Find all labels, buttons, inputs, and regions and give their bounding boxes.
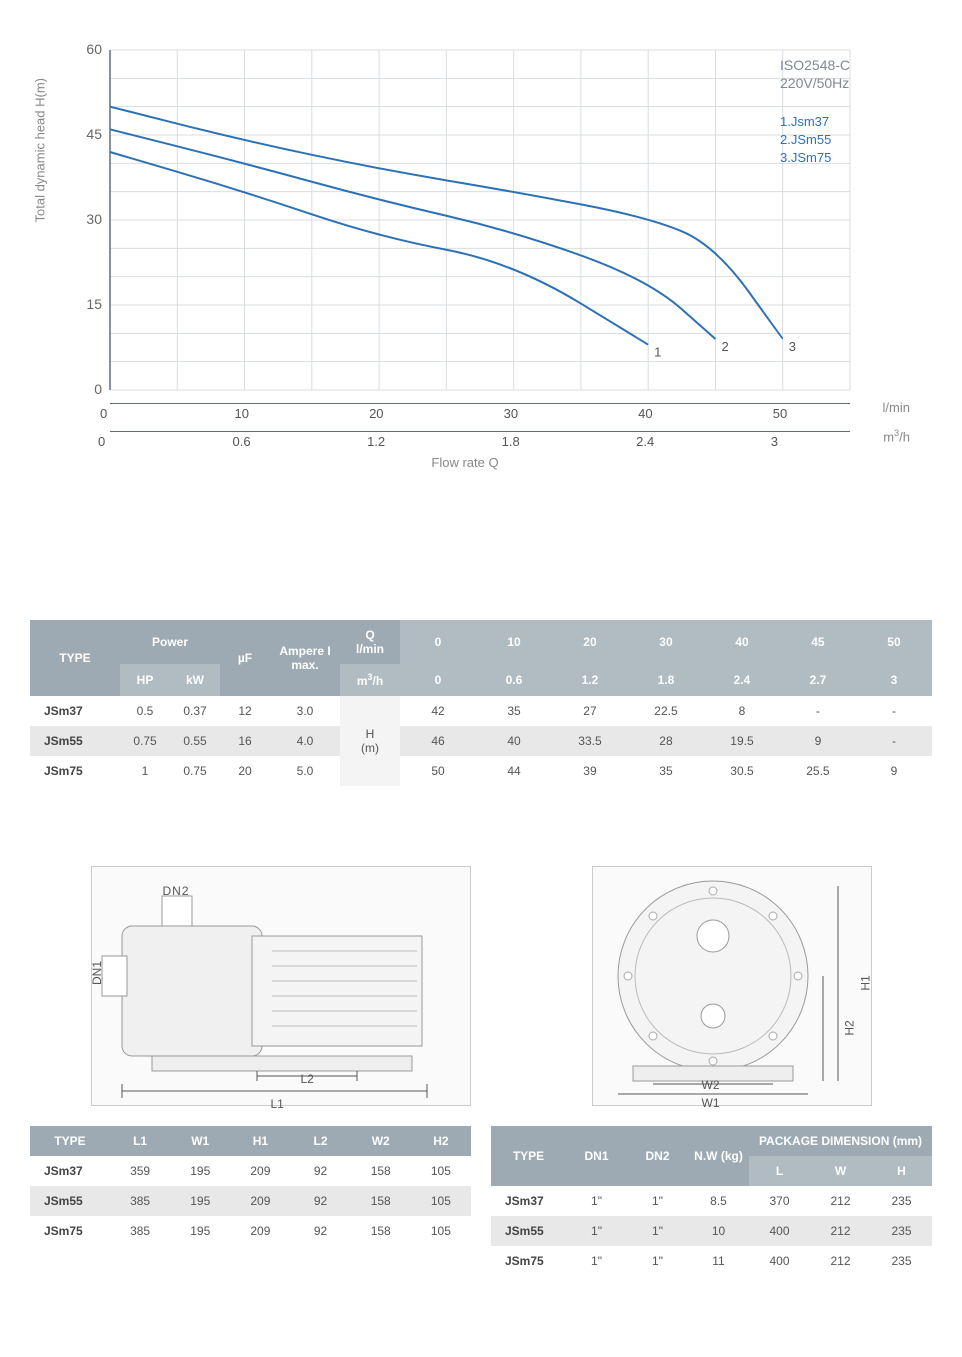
th-uf: µF — [220, 620, 270, 696]
table-row: JSm551"1"10 400212235 — [491, 1216, 932, 1246]
svg-text:ISO2548-C: ISO2548-C — [780, 57, 850, 73]
th-power: Power — [120, 620, 220, 664]
svg-text:15: 15 — [86, 296, 102, 312]
table-row: JSm371"1"8.5 370212235 — [491, 1186, 932, 1216]
th-type: TYPE — [30, 620, 120, 696]
side-view-diagram — [91, 866, 471, 1106]
svg-text:2.JSm55: 2.JSm55 — [780, 132, 831, 147]
svg-text:0: 0 — [94, 381, 102, 397]
svg-text:3.JSm75: 3.JSm75 — [780, 150, 831, 165]
table-row: JSm37359195209 92158105 — [30, 1156, 471, 1186]
chart-xlabel: Flow rate Q — [80, 455, 850, 470]
dimension-table: TYPE L1 W1 H1 L2 W2 H2 JSm37359195209 92… — [30, 1126, 471, 1246]
svg-text:1.Jsm37: 1.Jsm37 — [780, 114, 829, 129]
table-row: JSm370.50.37 123.0H(m)42352722.58-- — [30, 696, 932, 726]
th-q1: Ql/min — [340, 620, 400, 664]
front-view-diagram — [592, 866, 872, 1106]
xunit1: l/min — [883, 400, 910, 415]
svg-text:30: 30 — [86, 211, 102, 227]
svg-text:45: 45 — [86, 126, 102, 142]
th-amp: Ampere I max. — [270, 620, 340, 696]
chart-canvas: 0 15 30 45 60 1 2 3 ISO2548-C 220V/50Hz 1.Jsm37 2.J… — [80, 40, 910, 400]
svg-text:2: 2 — [721, 339, 728, 354]
svg-text:60: 60 — [86, 41, 102, 57]
dimension-diagrams: DN2 DN1 L1 L2 W1 W — [30, 866, 932, 1106]
performance-table: TYPE Power µF Ampere I max. Ql/min 0 10 … — [30, 620, 932, 786]
table-row: JSm751"1"11 400212235 — [491, 1246, 932, 1276]
table-row: JSm7510.75 205.05044393530.525.59 — [30, 756, 932, 786]
performance-chart: Total dynamic head H(m) 015304560123ISO2… — [80, 40, 932, 470]
xunit2: m3/h — [883, 428, 910, 444]
table-row: JSm550.750.55 164.0464033.52819.59- — [30, 726, 932, 756]
table-row: JSm55385195209 92158105 — [30, 1186, 471, 1216]
svg-text:220V/50Hz: 220V/50Hz — [780, 75, 849, 91]
package-table: TYPE DN1 DN2 N.W (kg) PACKAGE DIMENSION … — [491, 1126, 932, 1276]
table-row: JSm75385195209 92158105 — [30, 1216, 471, 1246]
svg-text:3: 3 — [789, 339, 796, 354]
th-q2: m3/h — [340, 664, 400, 696]
svg-text:1: 1 — [654, 345, 661, 360]
chart-ylabel: Total dynamic head H(m) — [33, 78, 48, 223]
